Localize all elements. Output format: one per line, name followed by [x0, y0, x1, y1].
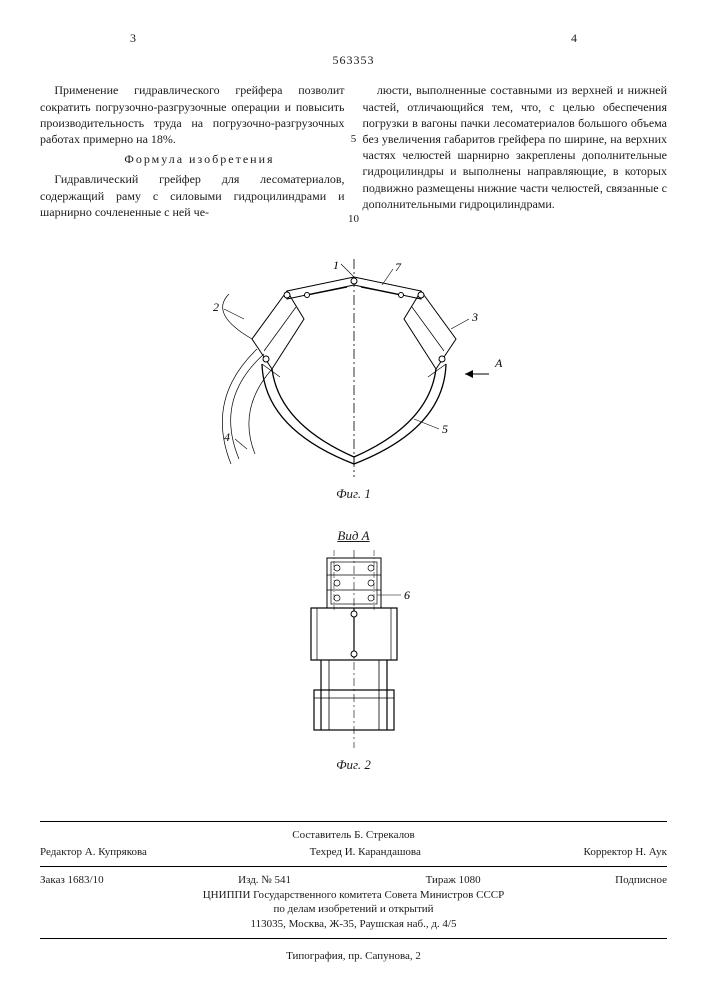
fig1-label-3: 3: [471, 310, 478, 324]
left-column-number: 3: [130, 30, 136, 46]
line-number-5: 5: [351, 132, 357, 147]
figure-1: 1 7 2 3 4 5 A Фиг. 1: [40, 259, 667, 503]
footer: Составитель Б. Стрекалов Редактор А. Куп…: [40, 815, 667, 964]
compiler-line: Составитель Б. Стрекалов: [40, 828, 667, 843]
footer-rule-1: [40, 821, 667, 822]
line-number-10: 10: [348, 212, 359, 227]
fig1-label-7: 7: [395, 260, 402, 274]
right-para-1: люсти, выполненные составными из верхней…: [363, 82, 668, 212]
org-line-2: по делам изобретений и открытий: [40, 902, 667, 917]
formula-title: Формула изобретения: [40, 151, 345, 167]
figure-1-caption: Фиг. 1: [40, 485, 667, 503]
column-numbers: 3 4: [40, 30, 667, 46]
subscription: Подписное: [615, 873, 667, 888]
credits-row-1: Редактор А. Купрякова Техред И. Карандаш…: [40, 845, 667, 860]
editor: Редактор А. Купрякова: [40, 845, 147, 860]
izd: Изд. № 541: [238, 873, 291, 888]
fig1-label-2: 2: [213, 300, 219, 314]
footer-rule-2: [40, 866, 667, 867]
fig1-label-4: 4: [224, 430, 230, 444]
org-line-1: ЦНИППИ Государственного комитета Совета …: [40, 888, 667, 903]
fig2-label-6: 6: [404, 588, 410, 602]
techred: Техред И. Карандашова: [310, 845, 421, 860]
credits-row-2: Заказ 1683/10 Изд. № 541 Тираж 1080 Подп…: [40, 873, 667, 888]
right-column-number: 4: [571, 30, 577, 46]
fig1-label-1: 1: [333, 259, 339, 272]
tirazh: Тираж 1080: [426, 873, 481, 888]
left-column: Применение гидравлического грейфера по­з…: [40, 82, 345, 224]
fig1-label-5: 5: [442, 422, 448, 436]
view-A-title: Вид А: [40, 527, 667, 545]
left-para-2: Гидравлический грейфер для лесоматериа­л…: [40, 171, 345, 220]
footer-rule-3: [40, 938, 667, 939]
left-para-1: Применение гидравлического грейфера по­з…: [40, 82, 345, 147]
fig1-label-A: A: [494, 356, 503, 370]
figure-2-svg: 6: [259, 550, 449, 750]
text-columns: Применение гидравлического грейфера по­з…: [40, 82, 667, 224]
typography-line: Типография, пр. Сапунова, 2: [40, 949, 667, 964]
corrector: Корректор Н. Аук: [584, 845, 667, 860]
page: 3 4 563353 5 10 Применение гидравлическо…: [0, 0, 707, 1000]
figure-1-svg: 1 7 2 3 4 5 A: [169, 259, 539, 479]
figure-2: 6 Фиг. 2: [40, 550, 667, 774]
document-number: 563353: [40, 52, 667, 68]
order: Заказ 1683/10: [40, 873, 104, 888]
line-numbers: 5 10 Применение гидравлического грейфера…: [40, 82, 667, 224]
address-line: 113035, Москва, Ж-35, Раушская наб., д. …: [40, 917, 667, 932]
figure-2-caption: Фиг. 2: [40, 756, 667, 774]
right-column: люсти, выполненные составными из верхней…: [363, 82, 668, 224]
